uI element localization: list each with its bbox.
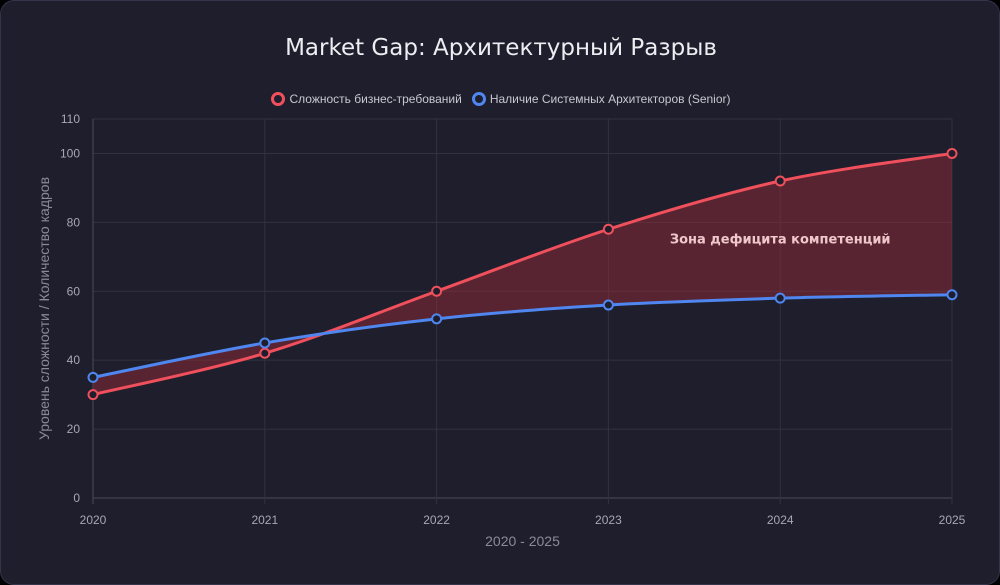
y-tick-label: 0: [73, 491, 80, 505]
x-tick-label: 2023: [595, 513, 622, 527]
x-tick-label: 2020: [80, 513, 107, 527]
x-axis-title: 2020 - 2025: [485, 533, 560, 549]
y-tick-label: 110: [61, 112, 80, 126]
line-architects: [92, 293, 953, 379]
point-complexity: [259, 347, 271, 359]
legend-swatch-architects: [471, 92, 486, 106]
point-complexity: [946, 147, 958, 159]
point-architects: [259, 337, 271, 349]
point-complexity: [602, 223, 614, 235]
legend-item-architects[interactable]: Наличие Системных Архитекторов (Senior): [471, 92, 731, 106]
point-complexity: [774, 175, 786, 187]
x-tick-label: 2022: [423, 513, 450, 527]
y-tick-label: 40: [67, 353, 81, 367]
y-tick-label: 20: [67, 422, 81, 436]
line-complexity: [92, 151, 953, 397]
legend-item-complexity[interactable]: Сложность бизнес-требований: [271, 92, 462, 106]
gap-area: [93, 153, 952, 395]
x-tick-label: 2021: [251, 513, 278, 527]
x-tick-label: 2024: [767, 513, 794, 527]
point-complexity: [431, 285, 443, 297]
point-architects: [946, 289, 958, 301]
point-architects: [87, 371, 99, 383]
y-tick-label: 100: [60, 146, 80, 160]
y-axis-title: Уровень сложности / Количество кадров: [36, 177, 52, 440]
x-tick-label: 2025: [939, 513, 966, 527]
legend-label-complexity: Сложность бизнес-требований: [289, 92, 462, 106]
chart-legend: Сложность бизнес-требований Наличие Сист…: [1, 92, 1000, 106]
point-architects: [602, 299, 614, 311]
legend-label-architects: Наличие Системных Архитекторов (Senior): [489, 92, 731, 106]
y-tick-label: 60: [67, 284, 81, 298]
point-architects: [774, 292, 786, 304]
point-architects: [431, 313, 443, 325]
y-tick-label: 80: [67, 215, 81, 229]
legend-swatch-complexity: [271, 92, 286, 106]
chart-title: Market Gap: Архитектурный Разрыв: [285, 35, 717, 61]
annotation-deficit-zone: Зона дефицита компетенций: [670, 233, 891, 248]
point-complexity: [87, 389, 99, 401]
